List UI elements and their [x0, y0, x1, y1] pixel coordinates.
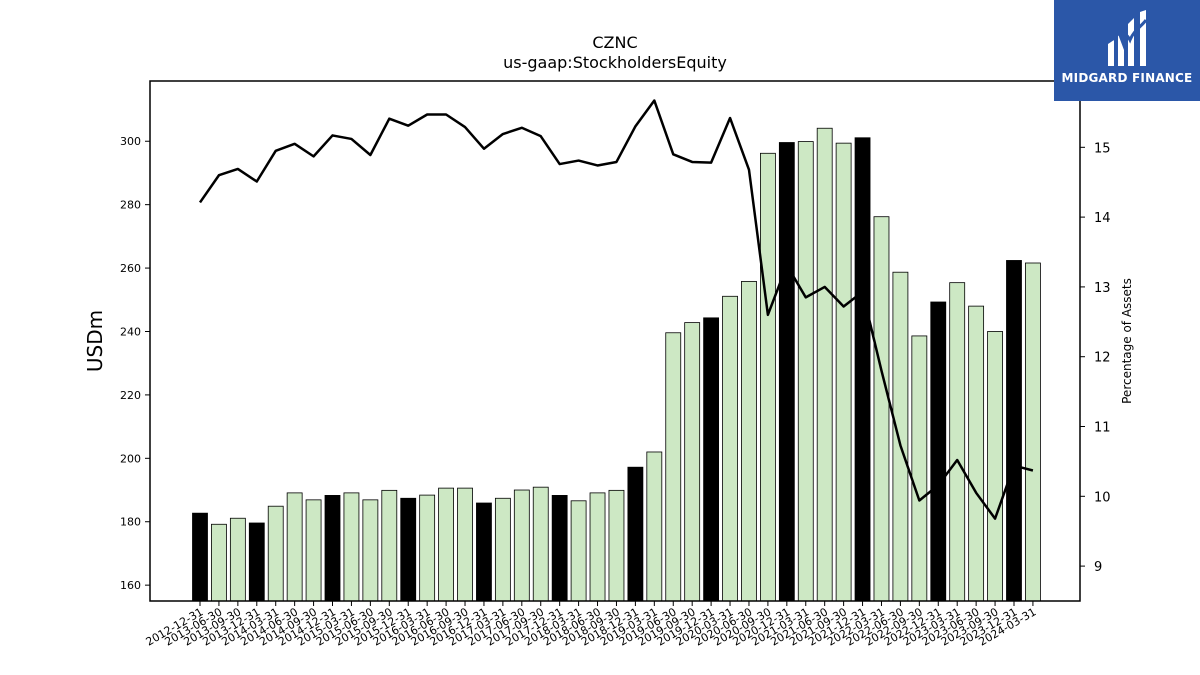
- bar: [741, 280, 757, 602]
- bar: [987, 331, 1003, 602]
- chart-title: CZNC: [592, 33, 637, 52]
- bar: [949, 282, 966, 602]
- y2-tick-label: 14: [1094, 211, 1111, 226]
- bar: [211, 523, 227, 602]
- bar: [760, 152, 776, 602]
- bar: [248, 522, 265, 602]
- bar: [551, 495, 568, 602]
- y-tick-label: 240: [120, 325, 141, 338]
- y2-tick-label: 9: [1094, 560, 1102, 575]
- bar: [816, 127, 833, 602]
- y2-tick-label: 15: [1094, 141, 1111, 156]
- bar: [192, 512, 208, 602]
- y-tick-label: 160: [120, 579, 141, 592]
- bar: [608, 489, 625, 602]
- y-axis-ticks: 160 180 200 220 240 260 280 300: [120, 135, 150, 592]
- y-tick-label: 220: [120, 389, 141, 402]
- bar: [892, 271, 909, 602]
- bar: [362, 499, 379, 602]
- bar: [513, 489, 530, 602]
- bar: [305, 499, 322, 602]
- y-tick-label: 260: [120, 262, 141, 275]
- y2-tick-label: 11: [1094, 421, 1111, 436]
- bar: [570, 500, 587, 602]
- bar: [494, 497, 511, 602]
- y-tick-label: 200: [120, 452, 141, 465]
- bar: [267, 505, 284, 602]
- bar: [797, 141, 814, 602]
- brand-logo: MIDGARD FINANCE: [1054, 0, 1200, 101]
- bar: [229, 517, 246, 602]
- line-series: [198, 99, 1034, 520]
- brand-name: MIDGARD FINANCE: [1061, 71, 1193, 85]
- bar: [646, 451, 663, 602]
- y2-tick-label: 10: [1094, 490, 1111, 505]
- y-tick-label: 180: [120, 516, 141, 529]
- bar: [854, 137, 871, 602]
- percentage-line: [198, 99, 1034, 520]
- y2-axis-ticks: 9 10 11 12 13 14 15: [1080, 141, 1111, 575]
- bar: [438, 487, 454, 602]
- bar: [911, 335, 928, 602]
- chart-subtitle: us-gaap:StockholdersEquity: [503, 53, 727, 72]
- bar: [627, 466, 644, 602]
- bar: [778, 142, 795, 602]
- bar: [930, 301, 947, 602]
- bar: [589, 492, 606, 602]
- bar: [873, 216, 890, 602]
- bar: [665, 332, 682, 602]
- midgard-logo-icon: [1108, 10, 1148, 66]
- bar: [419, 494, 436, 602]
- bar: [324, 495, 341, 602]
- x-axis-ticks: 2012-12-312013-06-302013-09-302013-12-31…: [144, 601, 1038, 649]
- bar: [722, 295, 738, 602]
- bar: [381, 489, 398, 602]
- y-axis-label: USDm: [83, 310, 107, 372]
- bar: [684, 322, 701, 602]
- y2-tick-label: 12: [1094, 351, 1111, 366]
- bar: [968, 305, 985, 602]
- bar: [457, 487, 473, 602]
- bar: [286, 492, 303, 602]
- plot-frame: [149, 80, 1081, 602]
- bar-series: [192, 127, 1041, 602]
- bar: [1006, 260, 1022, 602]
- bar: [532, 486, 549, 602]
- bar: [400, 497, 417, 602]
- y-tick-label: 300: [120, 135, 141, 148]
- y-tick-label: 280: [120, 199, 141, 212]
- bar: [1025, 262, 1041, 602]
- bar: [703, 317, 720, 602]
- y2-tick-label: 13: [1094, 281, 1111, 296]
- bar: [476, 502, 492, 602]
- y2-axis-label: Percentage of Assets: [1120, 278, 1134, 404]
- bar: [835, 142, 852, 602]
- bar: [343, 492, 360, 602]
